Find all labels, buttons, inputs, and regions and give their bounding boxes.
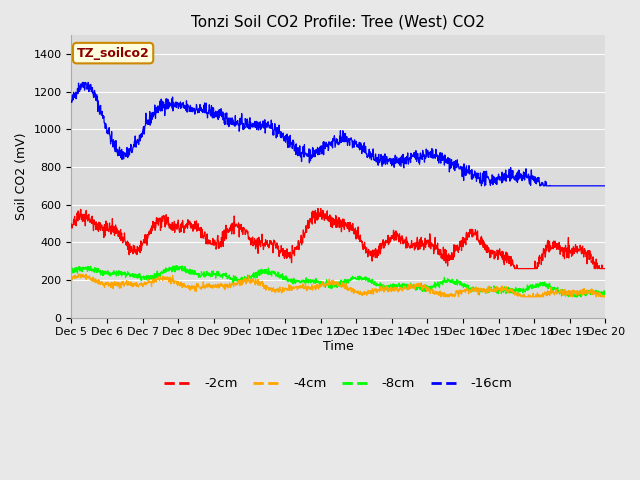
X-axis label: Time: Time xyxy=(323,340,354,353)
Y-axis label: Soil CO2 (mV): Soil CO2 (mV) xyxy=(15,132,28,220)
Legend: -2cm, -4cm, -8cm, -16cm: -2cm, -4cm, -8cm, -16cm xyxy=(159,372,518,396)
Text: TZ_soilco2: TZ_soilco2 xyxy=(77,47,150,60)
Title: Tonzi Soil CO2 Profile: Tree (West) CO2: Tonzi Soil CO2 Profile: Tree (West) CO2 xyxy=(191,15,485,30)
